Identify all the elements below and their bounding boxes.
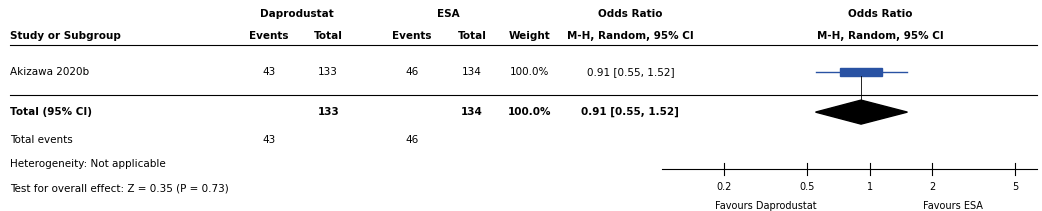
Text: Daprodustat: Daprodustat: [260, 9, 333, 19]
Text: 5: 5: [1012, 182, 1018, 192]
Text: Total: Total: [457, 31, 487, 41]
FancyBboxPatch shape: [840, 68, 882, 76]
Text: 133: 133: [318, 107, 339, 117]
Text: ESA: ESA: [437, 9, 460, 19]
Text: 43: 43: [263, 135, 275, 145]
Text: Test for overall effect: Z = 0.35 (P = 0.73): Test for overall effect: Z = 0.35 (P = 0…: [10, 183, 229, 193]
Text: Events: Events: [392, 31, 431, 41]
Text: M-H, Random, 95% CI: M-H, Random, 95% CI: [817, 31, 944, 41]
Text: Study or Subgroup: Study or Subgroup: [10, 31, 121, 41]
Text: Odds Ratio: Odds Ratio: [848, 9, 913, 19]
Text: 43: 43: [263, 67, 275, 77]
Text: Favours Daprodustat: Favours Daprodustat: [715, 201, 817, 211]
Text: Odds Ratio: Odds Ratio: [598, 9, 663, 19]
Text: Total events: Total events: [10, 135, 73, 145]
Text: M-H, Random, 95% CI: M-H, Random, 95% CI: [567, 31, 694, 41]
Text: 0.5: 0.5: [799, 182, 815, 192]
Text: 0.91 [0.55, 1.52]: 0.91 [0.55, 1.52]: [581, 107, 679, 117]
Text: Total (95% CI): Total (95% CI): [10, 107, 93, 117]
Text: 0.2: 0.2: [717, 182, 731, 192]
Text: Akizawa 2020b: Akizawa 2020b: [10, 67, 90, 77]
Text: 100.0%: 100.0%: [507, 107, 551, 117]
Text: 2: 2: [929, 182, 936, 192]
Text: Heterogeneity: Not applicable: Heterogeneity: Not applicable: [10, 159, 166, 169]
Text: Events: Events: [249, 31, 289, 41]
Polygon shape: [816, 100, 908, 124]
Text: Weight: Weight: [508, 31, 550, 41]
Text: 46: 46: [405, 135, 418, 145]
Text: 1: 1: [867, 182, 872, 192]
Text: 100.0%: 100.0%: [510, 67, 549, 77]
Text: 46: 46: [405, 67, 418, 77]
Text: 134: 134: [462, 67, 482, 77]
Text: 134: 134: [462, 107, 482, 117]
Text: 0.91 [0.55, 1.52]: 0.91 [0.55, 1.52]: [587, 67, 674, 77]
Text: 133: 133: [318, 67, 339, 77]
Text: Favours ESA: Favours ESA: [923, 201, 983, 211]
Text: Total: Total: [314, 31, 343, 41]
